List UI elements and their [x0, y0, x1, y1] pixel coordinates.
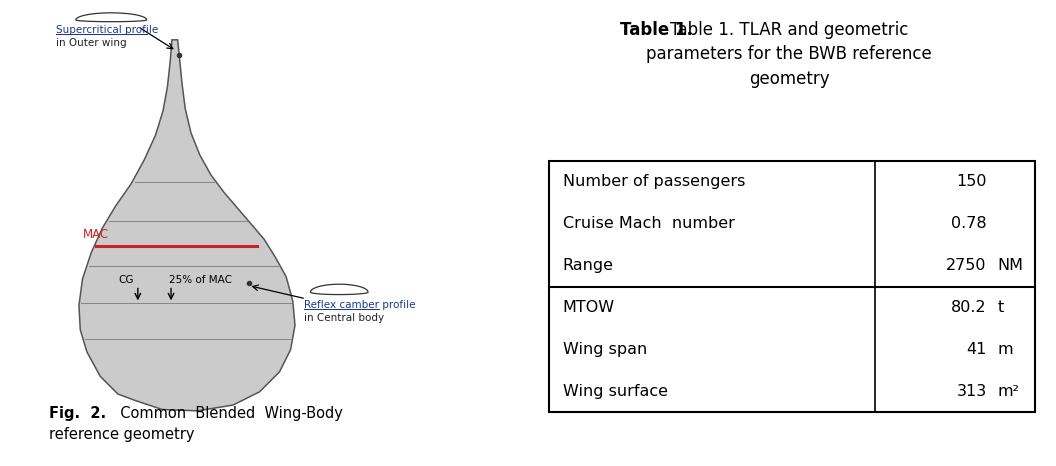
Text: 313: 313	[957, 384, 986, 399]
Text: Wing span: Wing span	[563, 342, 647, 357]
Text: 150: 150	[956, 174, 986, 189]
Text: m: m	[997, 342, 1013, 357]
Text: Table 1. TLAR and geometric
parameters for the BWB reference
geometry: Table 1. TLAR and geometric parameters f…	[646, 21, 932, 88]
Text: Supercritical profile: Supercritical profile	[56, 25, 158, 35]
Polygon shape	[310, 284, 369, 295]
Text: in Outer wing: in Outer wing	[56, 39, 127, 48]
Text: Number of passengers: Number of passengers	[563, 174, 746, 189]
Text: Range: Range	[563, 258, 614, 273]
Text: 25% of MAC: 25% of MAC	[169, 275, 232, 285]
Polygon shape	[76, 13, 147, 22]
Text: CG: CG	[118, 275, 133, 285]
Text: MTOW: MTOW	[563, 300, 615, 315]
Text: Fig.  2.: Fig. 2.	[50, 406, 107, 421]
Text: MAC: MAC	[82, 228, 109, 241]
Text: 0.78: 0.78	[951, 216, 986, 231]
Text: 80.2: 80.2	[951, 300, 986, 315]
Text: Table 1.: Table 1.	[620, 21, 693, 39]
Text: in Central body: in Central body	[304, 313, 384, 323]
Text: Common  Blended  Wing-Body: Common Blended Wing-Body	[111, 406, 343, 421]
Text: 41: 41	[966, 342, 986, 357]
Text: reference geometry: reference geometry	[50, 427, 194, 442]
Text: t: t	[997, 300, 1003, 315]
Text: Wing surface: Wing surface	[563, 384, 667, 399]
Text: NM: NM	[997, 258, 1023, 273]
Polygon shape	[79, 40, 295, 411]
Text: m²: m²	[997, 384, 1019, 399]
Text: 2750: 2750	[946, 258, 986, 273]
Text: Reflex camber profile: Reflex camber profile	[304, 300, 415, 310]
Bar	[549, 161, 1035, 412]
Text: Cruise Mach  number: Cruise Mach number	[563, 216, 735, 231]
